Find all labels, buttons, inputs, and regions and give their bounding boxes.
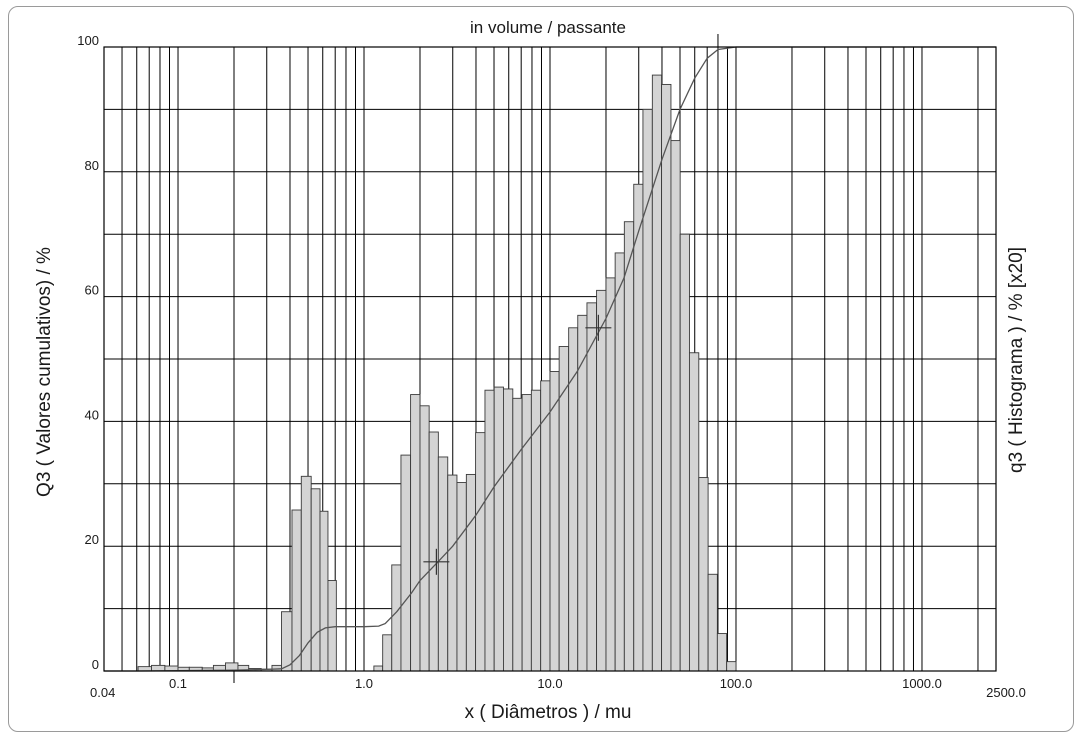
histogram-bar-23 xyxy=(419,405,430,672)
histogram-bar-13 xyxy=(291,509,302,672)
histogram-bar-37 xyxy=(549,371,560,672)
y-tick-label-1: 20 xyxy=(85,532,99,547)
y-tick-label-3: 60 xyxy=(85,283,99,298)
histogram-bar-16 xyxy=(319,510,329,672)
x-tick-label-1: 0.1 xyxy=(169,676,187,691)
histogram-bar-50 xyxy=(670,140,681,672)
y-tick-label-2: 40 xyxy=(85,407,99,422)
histogram-bar-26 xyxy=(447,474,458,672)
histogram-bar-55 xyxy=(716,633,728,672)
cumulative-line xyxy=(104,46,996,672)
y-tick-label-0: 0 xyxy=(92,657,99,672)
histogram-bar-21 xyxy=(400,454,412,672)
x-tick-label-5: 1000.0 xyxy=(902,676,942,691)
histogram-bar-27 xyxy=(456,482,467,672)
histogram-bar-52 xyxy=(688,352,700,672)
histogram-bar-49 xyxy=(661,83,672,672)
histogram-bar-33 xyxy=(512,397,523,672)
histogram-bar-30 xyxy=(484,389,495,672)
histogram-bar-46 xyxy=(633,183,644,672)
x-tick-label-2: 1.0 xyxy=(355,676,373,691)
histogram-bar-36 xyxy=(540,380,551,672)
cumulative-curve xyxy=(104,46,996,672)
x-tick-labels: 0.04 0.1 1.0 10.0 100.0 1000.0 2500.0 xyxy=(90,676,1026,700)
histogram-bar-19 xyxy=(382,634,393,672)
histogram-bar-17 xyxy=(327,580,337,672)
histogram-bar-31 xyxy=(493,386,504,672)
histogram-bar-18 xyxy=(373,665,384,672)
y-tick-label-5: 100 xyxy=(77,33,99,48)
histogram-bar-39 xyxy=(568,327,579,672)
x-tick-label-4: 100.0 xyxy=(720,676,753,691)
x-tick-label-0: 0.04 xyxy=(90,685,115,700)
histogram-bar-34 xyxy=(521,394,532,672)
histogram-bar-25 xyxy=(437,456,449,672)
chart-title: in volume / passante xyxy=(470,18,626,37)
histogram-bar-15 xyxy=(310,488,321,672)
histogram-bar-28 xyxy=(465,473,477,672)
histogram-bar-56 xyxy=(726,661,737,672)
histogram-bar-29 xyxy=(475,432,486,672)
histogram-bars xyxy=(137,74,737,672)
histogram-bar-41 xyxy=(586,302,598,672)
histogram-bar-1 xyxy=(151,664,166,672)
histogram-bar-45 xyxy=(623,221,635,672)
y-tick-label-4: 80 xyxy=(85,158,99,173)
y-axis-label: Q3 ( Valores cumulativos) / % xyxy=(34,247,55,497)
histogram-bar-12 xyxy=(281,611,293,672)
histogram-bar-32 xyxy=(503,388,514,672)
histogram-bar-11 xyxy=(271,664,282,672)
markers xyxy=(423,314,612,575)
y-tick-labels: 0 20 40 60 80 100 xyxy=(77,33,99,672)
x-tick-label-3: 10.0 xyxy=(537,676,562,691)
x-tick-label-6: 2500.0 xyxy=(986,685,1026,700)
histogram-bar-43 xyxy=(605,277,616,672)
histogram-bar-54 xyxy=(707,573,718,672)
histogram-bar-35 xyxy=(530,389,542,672)
x-axis-label: x ( Diâmetros ) / mu xyxy=(465,702,632,723)
histogram-bar-22 xyxy=(410,394,421,672)
histogram-bar-53 xyxy=(698,477,709,672)
histogram-bar-44 xyxy=(614,252,625,672)
histogram-bar-42 xyxy=(596,289,607,672)
histogram-bar-51 xyxy=(679,233,690,672)
histogram-bar-20 xyxy=(391,564,402,672)
y2-axis-label: q3 ( Histograma ) / % [x20] xyxy=(1006,247,1027,473)
plot-border xyxy=(103,46,997,672)
